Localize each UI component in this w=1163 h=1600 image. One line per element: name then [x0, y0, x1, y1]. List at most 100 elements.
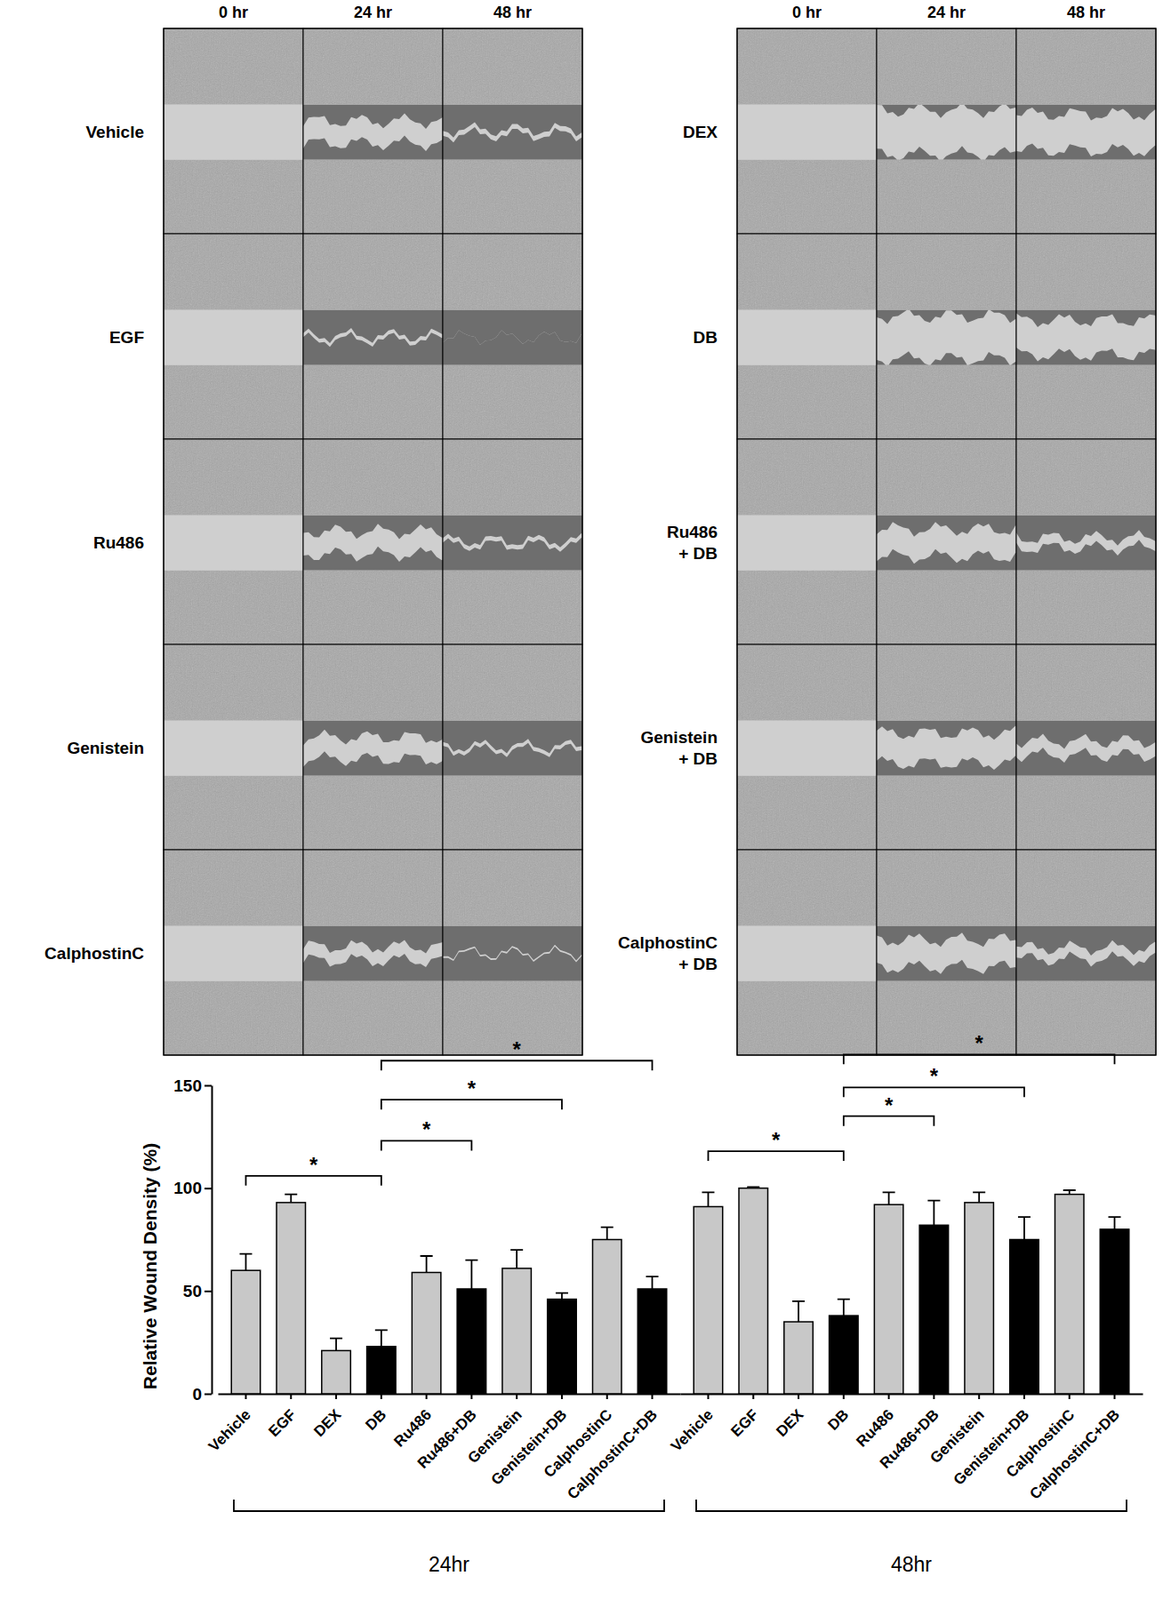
wound-gap — [163, 720, 304, 776]
y-tick-mark — [204, 1187, 212, 1190]
migrated-cells — [876, 309, 1017, 365]
x-tick-label: CalphostinC+DB — [563, 1406, 661, 1504]
migrated-front — [303, 331, 443, 366]
bar — [1054, 1195, 1084, 1395]
panel-border — [303, 850, 443, 1056]
panel-border — [442, 233, 583, 440]
error-bar — [284, 1195, 297, 1204]
cell-layer — [163, 850, 304, 1056]
x-tick-label: Ru486 — [852, 1406, 898, 1452]
bar — [276, 1203, 306, 1395]
x-tick: Vehicle — [205, 1394, 255, 1456]
image-panel — [876, 28, 1021, 234]
bar — [321, 1350, 352, 1395]
row-label: + DB — [678, 544, 718, 563]
cell-texture — [163, 439, 304, 645]
panel-border — [442, 28, 583, 234]
migrated-cells — [1016, 514, 1156, 570]
migrated-cells — [442, 925, 583, 981]
error-bar — [555, 1293, 569, 1300]
panel-border — [737, 850, 877, 1056]
x-tick-mark — [515, 1394, 518, 1400]
error-bar — [601, 1227, 614, 1241]
annotations: ******** — [245, 1031, 1115, 1186]
migrated-cells — [442, 720, 583, 776]
x-tick-mark — [1068, 1394, 1071, 1400]
significance-bracket — [843, 1087, 1025, 1098]
image-panel — [303, 439, 448, 645]
x-tick-mark — [842, 1394, 845, 1400]
x-tick-label: DB — [361, 1406, 390, 1435]
panel-border — [303, 644, 443, 851]
cell-texture — [737, 850, 877, 1056]
cell-texture — [876, 28, 1017, 234]
panel-border — [442, 439, 583, 645]
cell-layer — [303, 439, 443, 645]
cell-layer — [876, 439, 1017, 645]
bar — [964, 1203, 995, 1395]
image-panel — [1016, 850, 1161, 1056]
x-tick: DB — [824, 1394, 852, 1435]
bar — [1099, 1229, 1130, 1395]
cell-layer — [737, 233, 877, 440]
cell-texture — [1016, 644, 1156, 851]
x-tick-mark — [797, 1394, 800, 1400]
cell-layer — [163, 644, 304, 851]
migrated-front — [876, 925, 1017, 947]
wound-gap — [163, 309, 304, 365]
wound-gap — [737, 925, 877, 981]
image-panel — [442, 850, 587, 1056]
cell-texture — [303, 28, 443, 234]
migrated-front — [876, 514, 1017, 537]
cell-texture — [163, 644, 304, 851]
series — [231, 1195, 667, 1395]
significance-label: * — [422, 1117, 432, 1142]
migrated-front — [1016, 539, 1156, 570]
migrated-front — [1016, 143, 1156, 160]
image-panel — [1016, 28, 1161, 234]
migrated-front — [442, 127, 583, 161]
bar — [738, 1188, 769, 1395]
migrated-front — [303, 104, 443, 129]
migrated-cells — [442, 104, 583, 160]
error-bar — [927, 1201, 940, 1227]
significance-label: * — [513, 1037, 522, 1062]
x-tick-mark — [289, 1394, 292, 1400]
wound-gap — [163, 925, 304, 981]
image-panel — [163, 644, 304, 851]
x-tick-label: Genistein+DB — [950, 1406, 1034, 1490]
migrated-front — [876, 549, 1017, 571]
x-tick-label: EGF — [728, 1406, 762, 1441]
panel-border — [876, 644, 1017, 851]
wound-gap — [737, 720, 877, 776]
x-tick: Ru486 — [852, 1394, 898, 1451]
migrated-front — [303, 954, 443, 982]
y-tick-mark — [204, 1085, 212, 1088]
migrated-front — [1016, 951, 1156, 982]
significance-label: * — [771, 1128, 781, 1153]
bar — [231, 1270, 261, 1395]
migrated-cells — [1016, 104, 1156, 160]
significance-bracket — [381, 1099, 562, 1110]
image-panel — [442, 28, 587, 234]
x-tick: CalphostinC+DB — [1026, 1394, 1123, 1504]
cell-texture — [303, 850, 443, 1056]
error-bar — [837, 1299, 851, 1317]
cell-texture — [303, 439, 443, 645]
panel-border — [442, 850, 583, 1056]
series — [693, 1187, 1130, 1395]
x-tick-mark — [561, 1394, 563, 1400]
cell-texture — [303, 644, 443, 851]
migrated-cells — [1016, 720, 1156, 776]
x-axis: VehicleEGFDEXDBRu486Ru486+DBGenisteinGen… — [667, 1394, 1143, 1504]
panel-border — [163, 850, 304, 1056]
x-tick-label: Genistein+DB — [488, 1406, 571, 1490]
error-bar — [375, 1330, 388, 1348]
error-bar — [1063, 1190, 1076, 1196]
y-tick: 0 — [192, 1385, 212, 1404]
panel-border — [442, 644, 583, 851]
wound-gap — [163, 514, 304, 570]
wound-gap — [737, 309, 877, 365]
migrated-cells — [442, 514, 583, 570]
x-axis: VehicleEGFDEXDBRu486Ru486+DBGenisteinGen… — [205, 1394, 681, 1504]
